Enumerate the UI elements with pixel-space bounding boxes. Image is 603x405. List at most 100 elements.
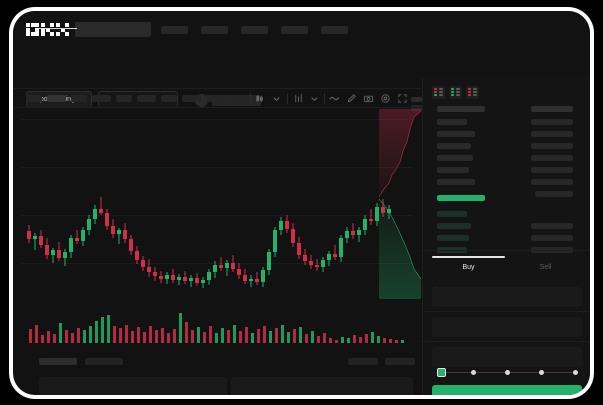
total-field[interactable] (432, 347, 582, 367)
orderbook-ask-row[interactable] (437, 179, 475, 185)
orderbook-header[interactable] (437, 106, 485, 112)
nav-item-5[interactable] (321, 26, 348, 34)
orderbook-both-icon[interactable] (432, 86, 445, 99)
candle (93, 109, 97, 299)
price-field[interactable] (432, 287, 582, 307)
amount-percent-slider[interactable] (437, 368, 579, 377)
orderbook-asks-icon[interactable] (466, 86, 479, 99)
buy-sell-tabs: Buy Sell (432, 256, 582, 280)
candles-icon[interactable] (255, 93, 266, 104)
chevron-down-2-icon[interactable] (309, 93, 320, 104)
candle (129, 109, 133, 299)
chart-gridline (21, 215, 413, 216)
toolbar-divider (287, 93, 288, 104)
timeframe-button[interactable] (227, 95, 246, 102)
volume-bar (239, 331, 242, 343)
okx-logo-icon[interactable] (26, 23, 69, 36)
candle (291, 109, 295, 299)
volume-bar (347, 338, 350, 343)
slider-handle[interactable] (437, 368, 446, 377)
orderbook-bid-row[interactable] (437, 211, 467, 217)
orderbook-header[interactable] (531, 106, 573, 112)
volume-bar (203, 332, 206, 343)
timeframe-button[interactable] (116, 95, 132, 102)
volume-bar (377, 336, 380, 343)
orderbook-ask-size[interactable] (531, 131, 573, 137)
timeframe-button-active[interactable] (47, 95, 66, 102)
slider-step-100[interactable] (573, 369, 578, 375)
timeframe-button[interactable] (92, 95, 111, 102)
orderbook-bid-size[interactable] (531, 235, 573, 241)
candle (261, 109, 265, 299)
orderbook-ask-size[interactable] (531, 155, 573, 161)
bottom-action-1[interactable] (348, 358, 378, 365)
orderbook-bid-row[interactable] (437, 223, 471, 229)
orderbook-ask-size[interactable] (531, 179, 573, 185)
timeframe-button[interactable] (26, 95, 42, 102)
tab-sell[interactable]: Sell (539, 264, 552, 271)
candlestick-chart[interactable] (13, 109, 421, 299)
volume-bar (233, 325, 236, 343)
candle (45, 109, 49, 299)
orderbook-ask-size[interactable] (531, 167, 573, 173)
bottom-panel-left[interactable] (39, 377, 227, 395)
orderbook-last-price[interactable] (437, 195, 485, 201)
orderbook-bid-size[interactable] (531, 223, 573, 229)
candle (207, 109, 211, 299)
nav-item-2[interactable] (201, 26, 228, 34)
candle (165, 109, 169, 299)
timeframe-button[interactable] (71, 95, 87, 102)
bottom-tab-1[interactable] (39, 358, 77, 365)
timeframe-button[interactable] (161, 95, 177, 102)
timeframe-button[interactable] (182, 95, 201, 102)
orderbook-ask-size[interactable] (531, 143, 573, 149)
orderbook-ask-row[interactable] (437, 143, 471, 149)
wave-icon[interactable] (329, 93, 340, 104)
orderbook-ask-row[interactable] (437, 119, 467, 125)
chart-toolbar (13, 88, 421, 108)
chevron-down-icon[interactable] (271, 93, 282, 104)
orderbook-ask-size[interactable] (531, 119, 573, 125)
camera-icon[interactable] (363, 93, 374, 104)
slider-step-75[interactable] (539, 369, 544, 375)
orderbook-ask-row[interactable] (437, 131, 475, 137)
candle (297, 109, 301, 299)
search-input[interactable] (75, 22, 151, 37)
candle (159, 109, 163, 299)
bottom-panel-right[interactable] (231, 377, 413, 395)
indicators-icon[interactable] (293, 93, 304, 104)
slider-step-25[interactable] (471, 369, 476, 375)
orderbook-bid-row[interactable] (437, 235, 469, 241)
nav-item-4[interactable] (281, 26, 308, 34)
settings-icon[interactable] (380, 93, 391, 104)
orderbook-ask-row[interactable] (437, 167, 469, 173)
candle (321, 109, 325, 299)
orderbook-ask-size[interactable] (535, 191, 573, 197)
candle (81, 109, 85, 299)
volume-bar (119, 328, 122, 343)
volume-bar (143, 332, 146, 343)
volume-bar (161, 328, 164, 343)
bottom-tab-2[interactable] (85, 358, 123, 365)
volume-bar (95, 321, 98, 343)
volume-bar (275, 328, 278, 343)
nav-item-3[interactable] (241, 26, 268, 34)
pencil-icon[interactable] (346, 93, 357, 104)
orderbook-ask-row[interactable] (437, 155, 473, 161)
fullscreen-icon[interactable] (397, 93, 408, 104)
candle (357, 109, 361, 299)
orderbook-bids-icon[interactable] (449, 86, 462, 99)
slider-step-50[interactable] (505, 369, 510, 375)
submit-order-button[interactable] (432, 385, 582, 395)
bottom-tab-active-underline (39, 28, 77, 29)
tab-buy[interactable]: Buy (462, 264, 475, 271)
amount-field[interactable] (432, 317, 582, 337)
volume-bar (179, 313, 182, 343)
volume-bar (341, 337, 344, 343)
candle (105, 109, 109, 299)
volume-bar (335, 340, 338, 343)
nav-item-1[interactable] (161, 26, 188, 34)
bottom-action-2[interactable] (385, 358, 415, 365)
timeframe-button[interactable] (206, 95, 222, 102)
timeframe-button[interactable] (137, 95, 156, 102)
